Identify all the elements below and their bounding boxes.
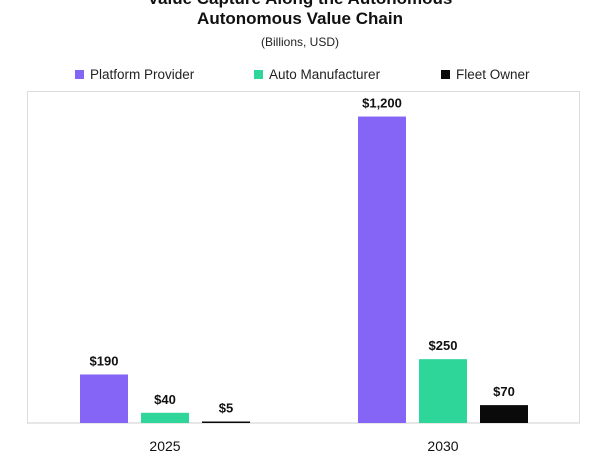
x-tick-label-2030: 2030 xyxy=(427,438,458,454)
legend-label-platform-provider: Platform Provider xyxy=(90,67,195,82)
data-label-fleet-owner-2030: $70 xyxy=(493,384,515,399)
plot-area xyxy=(27,91,580,423)
legend-label-auto-manufacturer: Auto Manufacturer xyxy=(269,67,381,82)
bar-auto-manufacturer-2025 xyxy=(141,412,189,423)
data-label-auto-manufacturer-2025: $40 xyxy=(154,392,176,407)
data-label-auto-manufacturer-2030: $250 xyxy=(429,338,458,353)
bar-platform-provider-2030 xyxy=(358,116,406,424)
bar-fleet-owner-2025 xyxy=(202,421,250,423)
data-label-platform-provider-2030: $1,200 xyxy=(362,96,402,111)
x-tick-label-2025: 2025 xyxy=(149,438,180,454)
legend-label-fleet-owner: Fleet Owner xyxy=(456,67,530,82)
legend-swatch-auto-manufacturer xyxy=(254,70,263,79)
bar-auto-manufacturer-2030 xyxy=(419,359,467,423)
legend-item-platform-provider: Platform Provider xyxy=(75,67,194,82)
legend-item-fleet-owner: Fleet Owner xyxy=(441,67,530,82)
data-label-fleet-owner-2025: $5 xyxy=(219,401,233,416)
bar-fleet-owner-2030 xyxy=(480,405,528,423)
data-label-platform-provider-2025: $190 xyxy=(90,353,119,368)
chart-title-line-1: Value Capture Along the Autonomous xyxy=(0,0,600,9)
chart-subtitle: (Billions, USD) xyxy=(260,35,339,49)
legend-swatch-platform-provider xyxy=(75,70,84,79)
chart-title: Autonomous Value Chain xyxy=(197,9,403,28)
legend-swatch-fleet-owner xyxy=(441,70,450,79)
legend-item-auto-manufacturer: Auto Manufacturer xyxy=(254,67,380,82)
bar-platform-provider-2025 xyxy=(80,374,128,423)
